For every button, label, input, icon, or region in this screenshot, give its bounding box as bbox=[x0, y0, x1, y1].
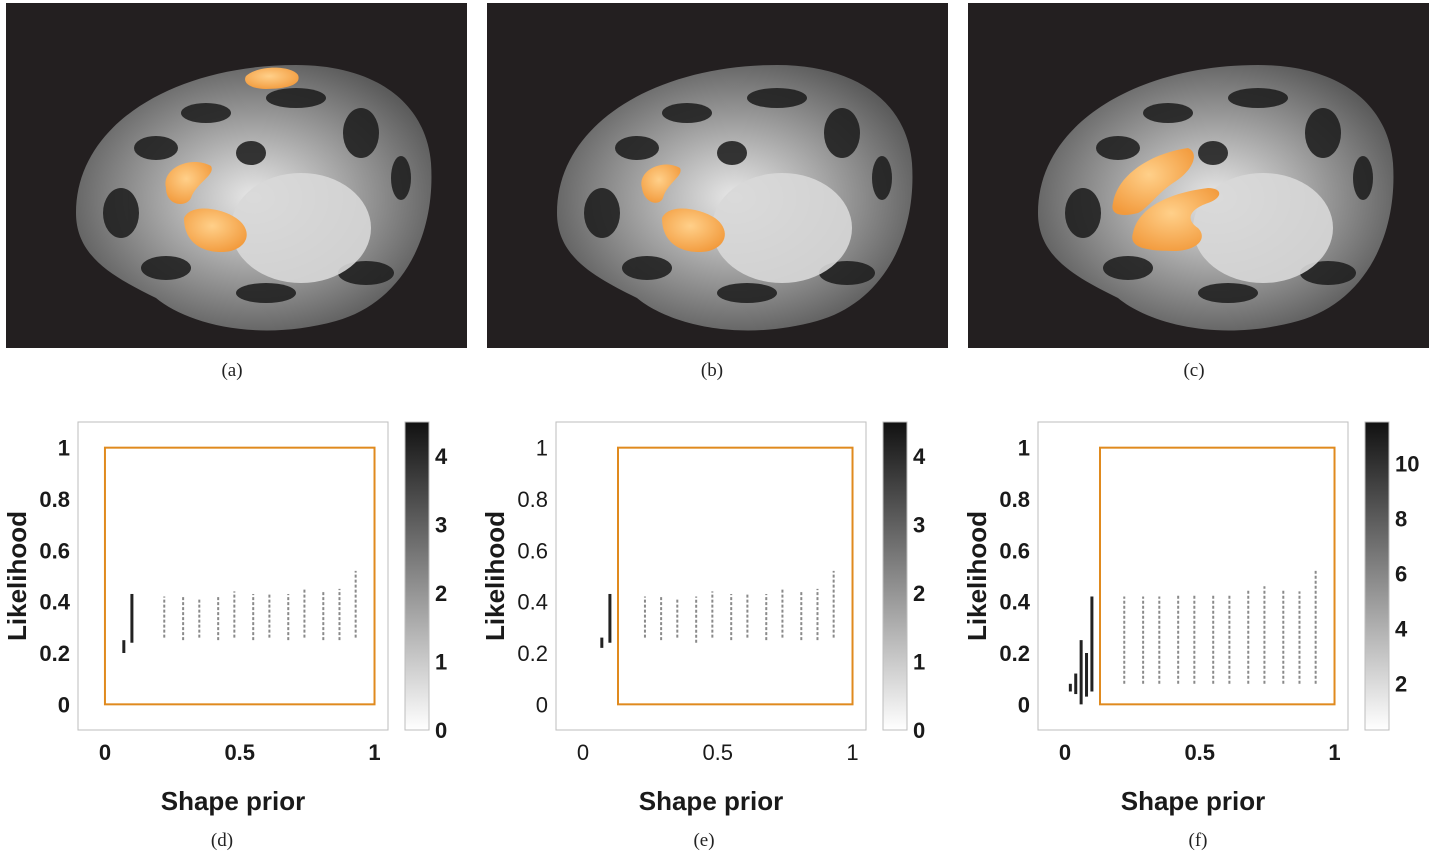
chart-svg-e: 0 0.2 0.4 0.6 0.8 1 0 0.5 1 Shape prior Likelihood… bbox=[480, 421, 926, 816]
brain-render-b bbox=[487, 3, 948, 348]
colorbar-tick-label: 10 bbox=[1395, 451, 1419, 476]
axes-box bbox=[1037, 421, 1349, 731]
colorbar-tick-label: 1 bbox=[913, 650, 925, 675]
x-axis-label: Shape prior bbox=[161, 786, 305, 816]
colorbar-tick-label: 6 bbox=[1395, 561, 1407, 586]
axes-box bbox=[555, 421, 867, 731]
colorbar-tick-label: 3 bbox=[435, 513, 447, 538]
x-axis-label: Shape prior bbox=[639, 786, 783, 816]
colorbar-tick-label: 3 bbox=[913, 513, 925, 538]
y-tick-label: 0.6 bbox=[39, 538, 70, 563]
chart-e: 0 0.2 0.4 0.6 0.8 1 0 0.5 1 Shape prior Likelihood… bbox=[478, 410, 948, 830]
y-tick-label: 0 bbox=[536, 692, 548, 717]
y-tick-label: 0.6 bbox=[517, 538, 548, 563]
colorbar-tick-label: 1 bbox=[435, 650, 447, 675]
colorbar-tick-label: 0 bbox=[435, 718, 447, 743]
colorbar bbox=[404, 421, 430, 731]
colorbar bbox=[1364, 421, 1390, 731]
colorbar-tick-label: 2 bbox=[1395, 671, 1407, 696]
caption-c: (c) bbox=[1183, 360, 1205, 381]
overlay-structures bbox=[1112, 148, 1220, 251]
x-tick-label: 0 bbox=[99, 740, 111, 765]
overlay-structures bbox=[641, 164, 725, 253]
axes-box bbox=[77, 421, 389, 731]
brain-render-c bbox=[968, 3, 1429, 348]
y-tick-label: 0.4 bbox=[517, 590, 548, 615]
chart-f: 0 0.2 0.4 0.6 0.8 1 0 0.5 1 Shape prior Likelihood… bbox=[960, 410, 1430, 830]
frame-rect bbox=[1099, 446, 1336, 706]
y-tick-label: 1 bbox=[536, 436, 548, 461]
x-tick-label: 0.5 bbox=[224, 740, 255, 765]
y-tick-label: 0.4 bbox=[39, 590, 70, 615]
y-tick-label: 1 bbox=[58, 436, 70, 461]
overlay-structures bbox=[165, 67, 299, 253]
caption-b: (b) bbox=[700, 360, 724, 381]
caption-e: (e) bbox=[693, 830, 715, 851]
y-tick-label: 0 bbox=[1018, 692, 1030, 717]
y-tick-label: 1 bbox=[1018, 436, 1030, 461]
y-tick-label: 0.8 bbox=[39, 487, 70, 512]
y-tick-label: 0.8 bbox=[999, 487, 1030, 512]
chart-svg-d: 0 0.2 0.4 0.6 0.8 1 0 0.5 1 Shape prior Likelihood… bbox=[2, 421, 448, 816]
brain-render-a bbox=[6, 3, 467, 348]
colorbar-tick-label: 2 bbox=[913, 581, 925, 606]
brain-svg-a bbox=[76, 65, 432, 331]
frame-rect bbox=[103, 446, 376, 706]
x-tick-label: 0.5 bbox=[1184, 740, 1215, 765]
y-tick-label: 0 bbox=[58, 692, 70, 717]
colorbar bbox=[882, 421, 908, 731]
caption-d: (d) bbox=[210, 830, 234, 851]
y-axis-label: Likelihood bbox=[2, 511, 32, 641]
y-tick-label: 0.2 bbox=[999, 641, 1030, 666]
colorbar-tick-label: 8 bbox=[1395, 506, 1407, 531]
x-tick-label: 1 bbox=[1328, 740, 1340, 765]
y-tick-label: 0.8 bbox=[517, 487, 548, 512]
x-tick-label: 0 bbox=[1059, 740, 1071, 765]
colorbar-tick-label: 4 bbox=[1395, 616, 1408, 641]
x-tick-label: 0 bbox=[577, 740, 589, 765]
y-tick-label: 0.2 bbox=[39, 641, 70, 666]
caption-f: (f) bbox=[1188, 830, 1208, 851]
x-tick-label: 1 bbox=[368, 740, 380, 765]
y-tick-label: 0.4 bbox=[999, 590, 1030, 615]
colorbar-tick-label: 4 bbox=[913, 444, 926, 469]
colorbar-tick-label: 2 bbox=[435, 581, 447, 606]
y-axis-label: Likelihood bbox=[962, 511, 992, 641]
brain-svg-c bbox=[1038, 65, 1394, 331]
x-tick-label: 1 bbox=[846, 740, 858, 765]
x-tick-label: 0.5 bbox=[702, 740, 733, 765]
colorbar-tick-label: 4 bbox=[435, 444, 448, 469]
x-axis-label: Shape prior bbox=[1121, 786, 1265, 816]
frame-rect bbox=[617, 446, 854, 706]
brain-svg-b bbox=[557, 65, 913, 331]
y-tick-label: 0.2 bbox=[517, 641, 548, 666]
caption-a: (a) bbox=[221, 360, 243, 381]
y-axis-label: Likelihood bbox=[480, 511, 510, 641]
y-tick-label: 0.6 bbox=[999, 538, 1030, 563]
chart-d: 0 0.2 0.4 0.6 0.8 1 0 0.5 1 Shape prior Likelihood… bbox=[0, 410, 470, 830]
colorbar-tick-label: 0 bbox=[913, 718, 925, 743]
